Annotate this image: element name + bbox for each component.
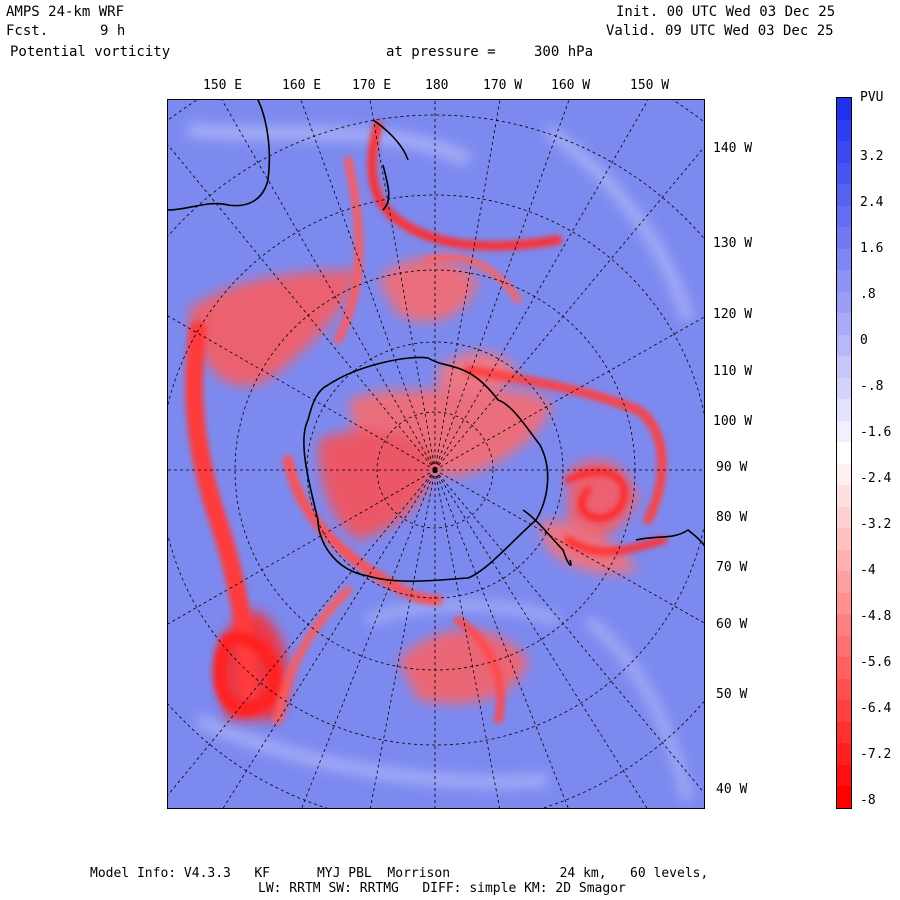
colorbar-label: -4.8 <box>860 609 892 624</box>
colorbar-swatch <box>837 786 851 808</box>
colorbar-swatch <box>837 614 851 637</box>
coastlines <box>168 100 704 582</box>
colorbar-label: 3.2 <box>860 149 884 164</box>
lon-label-right: 80 W <box>716 510 748 525</box>
light-blue-streaks <box>187 123 694 802</box>
colorbar-swatch <box>837 205 851 228</box>
colorbar-swatch <box>837 270 851 293</box>
colorbar-swatch <box>837 506 851 529</box>
colorbar-swatch <box>837 528 851 551</box>
field-name: Potential vorticity <box>10 44 171 60</box>
colorbar-swatch <box>837 571 851 594</box>
colorbar-swatch <box>837 700 851 723</box>
lon-label-top: 180 <box>425 78 449 93</box>
pv-colorbar <box>836 97 852 809</box>
lon-label-right: 50 W <box>716 687 748 702</box>
lon-label-right: 40 W <box>716 782 748 797</box>
lon-label-right: 140 W <box>713 141 753 156</box>
colorbar-swatch <box>837 592 851 615</box>
colorbar-swatch <box>837 678 851 701</box>
colorbar-swatch <box>837 635 851 658</box>
map-graphic <box>168 100 704 808</box>
init-time: Init. 00 UTC Wed 03 Dec 25 <box>616 4 836 20</box>
valid-time: Valid. 09 UTC Wed 03 Dec 25 <box>606 23 834 39</box>
potential-vorticity-map <box>167 99 705 809</box>
south-america-coast <box>635 529 704 547</box>
model-title: AMPS 24-km WRF <box>6 4 125 20</box>
colorbar-label: -6.4 <box>860 701 892 716</box>
colorbar-swatch <box>837 248 851 271</box>
colorbar-swatch <box>837 313 851 336</box>
lon-label-top: 170 W <box>483 78 523 93</box>
colorbar-label: -4 <box>860 563 876 578</box>
colorbar-swatch <box>837 141 851 164</box>
pv-filaments <box>185 120 667 724</box>
colorbar-swatch <box>837 657 851 680</box>
colorbar-label: -8 <box>860 793 876 808</box>
forecast-label: Fcst. <box>6 23 49 39</box>
colorbar-swatch <box>837 721 851 744</box>
colorbar-swatch <box>837 334 851 357</box>
colorbar-label: 0 <box>860 333 868 348</box>
colorbar-swatch <box>837 291 851 314</box>
colorbar-label: -2.4 <box>860 471 892 486</box>
colorbar-swatch <box>837 420 851 443</box>
colorbar-label: -7.2 <box>860 747 892 762</box>
colorbar-swatch <box>837 463 851 486</box>
model-info-line2: LW: RRTM SW: RRTMG DIFF: simple KM: 2D S… <box>258 881 626 896</box>
lon-label-right: 110 W <box>713 364 753 379</box>
colorbar-swatch <box>837 377 851 400</box>
lon-label-top: 160 E <box>282 78 322 93</box>
lon-label-right: 130 W <box>713 236 753 251</box>
australia-coast <box>168 100 271 211</box>
colorbar-label: -3.2 <box>860 517 892 532</box>
level-label: at pressure = <box>386 44 496 60</box>
lon-label-top: 170 E <box>352 78 392 93</box>
model-info-line1: Model Info: V4.3.3 KF MYJ PBL Morrison 2… <box>90 866 709 881</box>
colorbar-swatch <box>837 743 851 766</box>
colorbar-swatch <box>837 485 851 508</box>
colorbar-swatch <box>837 356 851 379</box>
colorbar-label: .8 <box>860 287 876 302</box>
meridians <box>168 100 704 808</box>
colorbar-swatch <box>837 549 851 572</box>
lon-label-right: 120 W <box>713 307 753 322</box>
colorbar-swatch <box>837 399 851 422</box>
lon-label-right: 70 W <box>716 560 748 575</box>
forecast-value: 9 h <box>100 23 126 39</box>
lon-label-top: 160 W <box>551 78 591 93</box>
colorbar-label: 2.4 <box>860 195 884 210</box>
colorbar-label: -.8 <box>860 379 884 394</box>
colorbar-swatch <box>837 98 851 120</box>
colorbar-swatch <box>837 119 851 142</box>
colorbar-swatch <box>837 442 851 465</box>
lon-label-right: 100 W <box>713 414 753 429</box>
lon-label-right: 60 W <box>716 617 748 632</box>
lon-label-top: 150 E <box>203 78 243 93</box>
colorbar-swatch <box>837 227 851 250</box>
new-zealand <box>372 119 409 211</box>
lon-label-right: 90 W <box>716 460 748 475</box>
colorbar-label: 1.6 <box>860 241 884 256</box>
colorbar-label: -1.6 <box>860 425 892 440</box>
colorbar-swatch <box>837 184 851 207</box>
colorbar-swatch <box>837 764 851 787</box>
antarctica-coastline <box>303 356 549 582</box>
colorbar-label: -5.6 <box>860 655 892 670</box>
lon-label-top: 150 W <box>630 78 670 93</box>
colorbar-unit: PVU <box>860 90 884 105</box>
colorbar-swatch <box>837 162 851 185</box>
antarctic-peninsula <box>522 509 572 566</box>
level-value: 300 hPa <box>534 44 594 60</box>
